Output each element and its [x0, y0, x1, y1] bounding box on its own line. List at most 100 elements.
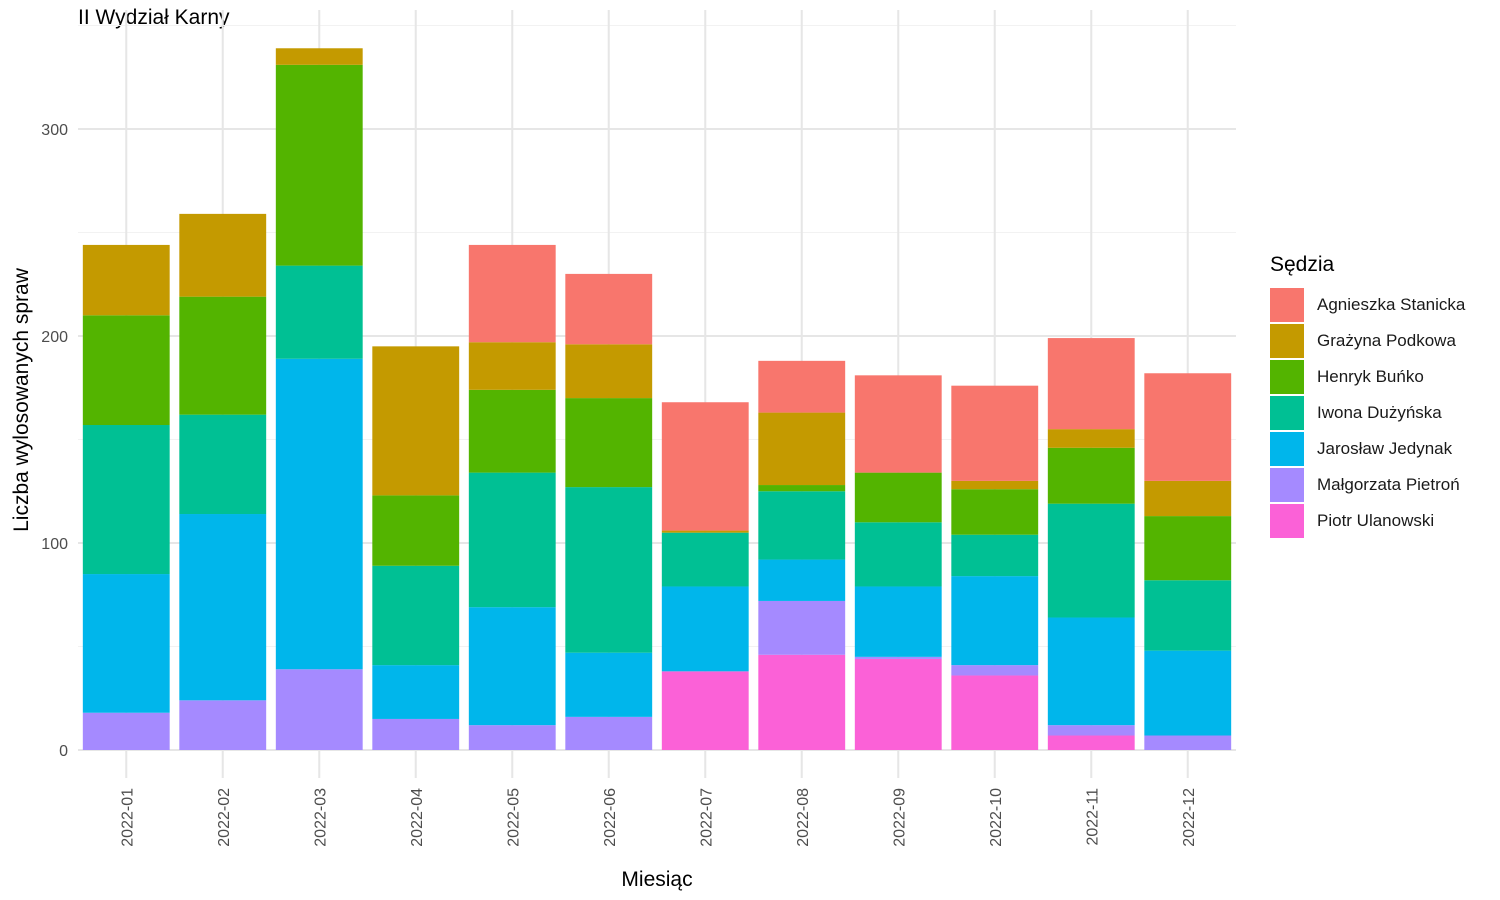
- legend-label: Henryk Buńko: [1317, 367, 1424, 386]
- y-tick-label: 0: [59, 743, 68, 760]
- bar-segment: [468, 342, 556, 390]
- bar-segment: [758, 491, 846, 560]
- x-tick-label: 2022-08: [795, 788, 812, 847]
- x-tick-label: 2022-07: [698, 788, 715, 847]
- bar-segment: [1144, 480, 1232, 517]
- bar-segment: [1144, 373, 1232, 481]
- bar-segment: [565, 273, 653, 345]
- bar-segment: [1047, 735, 1135, 750]
- legend-label: Piotr Ulanowski: [1317, 511, 1435, 530]
- bar-segment: [565, 487, 653, 653]
- bar-segment: [1047, 725, 1135, 736]
- bar-segment: [1144, 516, 1232, 581]
- bar-segment: [275, 265, 363, 359]
- bar-segment: [854, 656, 942, 659]
- bar-segment: [951, 489, 1039, 535]
- legend-swatch: [1270, 432, 1304, 466]
- bar-segment: [1144, 650, 1232, 736]
- legend-swatch: [1270, 468, 1304, 502]
- legend-item: Henryk Buńko: [1270, 359, 1465, 395]
- y-tick-labels: 0 100 200 300: [41, 122, 68, 760]
- legend-item: Piotr Ulanowski: [1270, 503, 1465, 539]
- legend-item: Agnieszka Stanicka: [1270, 287, 1465, 323]
- bar-segment: [1047, 338, 1135, 430]
- bar-segment: [179, 514, 267, 701]
- x-tick-label: 2022-03: [312, 788, 329, 847]
- bar-segment: [951, 385, 1039, 481]
- legend-label: Małgorzata Pietroń: [1317, 475, 1460, 494]
- bar-segment: [179, 213, 267, 297]
- bar-segment: [372, 495, 460, 566]
- bar-segment: [758, 360, 846, 413]
- bar-segment: [565, 716, 653, 750]
- bar-segment: [82, 315, 170, 426]
- legend-item: Grażyna Podkowa: [1270, 323, 1465, 359]
- bar-segment: [275, 64, 363, 266]
- bar-segment: [82, 425, 170, 575]
- bar-segment: [468, 607, 556, 726]
- bar-segment: [661, 671, 749, 750]
- legend-item: Jarosław Jedynak: [1270, 431, 1465, 467]
- bar-segment: [468, 472, 556, 608]
- x-axis-title: Miesiąc: [621, 868, 692, 891]
- x-tick-label: 2022-06: [602, 788, 619, 847]
- y-tick-label: 200: [41, 329, 68, 346]
- bar-segment: [854, 522, 942, 587]
- bar-segment: [951, 665, 1039, 676]
- bar-segment: [951, 675, 1039, 750]
- bar-segment: [275, 48, 363, 65]
- bar-segment: [758, 654, 846, 750]
- legend-item: Iwona Dużyńska: [1270, 395, 1465, 431]
- legend-swatch: [1270, 396, 1304, 430]
- bar-segment: [372, 718, 460, 750]
- y-axis-title: Liczba wylosowanych spraw: [10, 267, 33, 532]
- bar-segment: [951, 576, 1039, 666]
- bar-segment: [179, 700, 267, 750]
- bar-segment: [661, 530, 749, 533]
- bar-segment: [372, 346, 460, 496]
- bar-segment: [1047, 447, 1135, 504]
- bar-segment: [1047, 429, 1135, 448]
- bar-segment: [468, 244, 556, 343]
- legend-label: Agnieszka Stanicka: [1317, 295, 1466, 314]
- legend-swatch: [1270, 324, 1304, 358]
- x-tick-label: 2022-12: [1181, 788, 1198, 847]
- legend-swatch: [1270, 504, 1304, 538]
- bar-segment: [275, 669, 363, 750]
- legend-item: Małgorzata Pietroń: [1270, 467, 1465, 503]
- bar-segment: [951, 480, 1039, 490]
- bar-segment: [661, 532, 749, 587]
- bar-segment: [854, 472, 942, 523]
- bar-segment: [1144, 580, 1232, 651]
- bar-segment: [854, 375, 942, 473]
- chart-title: II Wydział Karny: [78, 6, 230, 29]
- legend-swatch: [1270, 360, 1304, 394]
- x-tick-label: 2022-02: [216, 788, 233, 847]
- legend-items: Agnieszka Stanicka Grażyna Podkowa Henryk …: [1270, 287, 1465, 539]
- bar-segment: [82, 244, 170, 316]
- bar-segment: [468, 725, 556, 750]
- bar-segment: [1047, 503, 1135, 618]
- y-tick-label: 300: [41, 122, 68, 139]
- legend-label: Iwona Dużyńska: [1317, 403, 1442, 422]
- legend-label: Jarosław Jedynak: [1317, 439, 1453, 458]
- x-tick-label: 2022-01: [119, 788, 136, 847]
- x-tick-label: 2022-11: [1084, 788, 1101, 846]
- legend: Sędzia Agnieszka Stanicka Grażyna Podkowa…: [1270, 253, 1465, 539]
- x-tick-label: 2022-05: [505, 788, 522, 847]
- bar-segment: [758, 600, 846, 655]
- bar-segment: [661, 402, 749, 531]
- legend-title: Sędzia: [1270, 253, 1335, 276]
- bar-segment: [951, 534, 1039, 577]
- bar-segment: [758, 412, 846, 486]
- bar-segment: [82, 712, 170, 750]
- bar-segment: [854, 658, 942, 750]
- bar-segment: [372, 565, 460, 666]
- bar-segment: [468, 389, 556, 473]
- bar-segment: [758, 485, 846, 492]
- x-tick-label: 2022-04: [409, 788, 426, 847]
- bar-segment: [758, 559, 846, 601]
- bar-segment: [82, 574, 170, 713]
- bar-segment: [1047, 617, 1135, 726]
